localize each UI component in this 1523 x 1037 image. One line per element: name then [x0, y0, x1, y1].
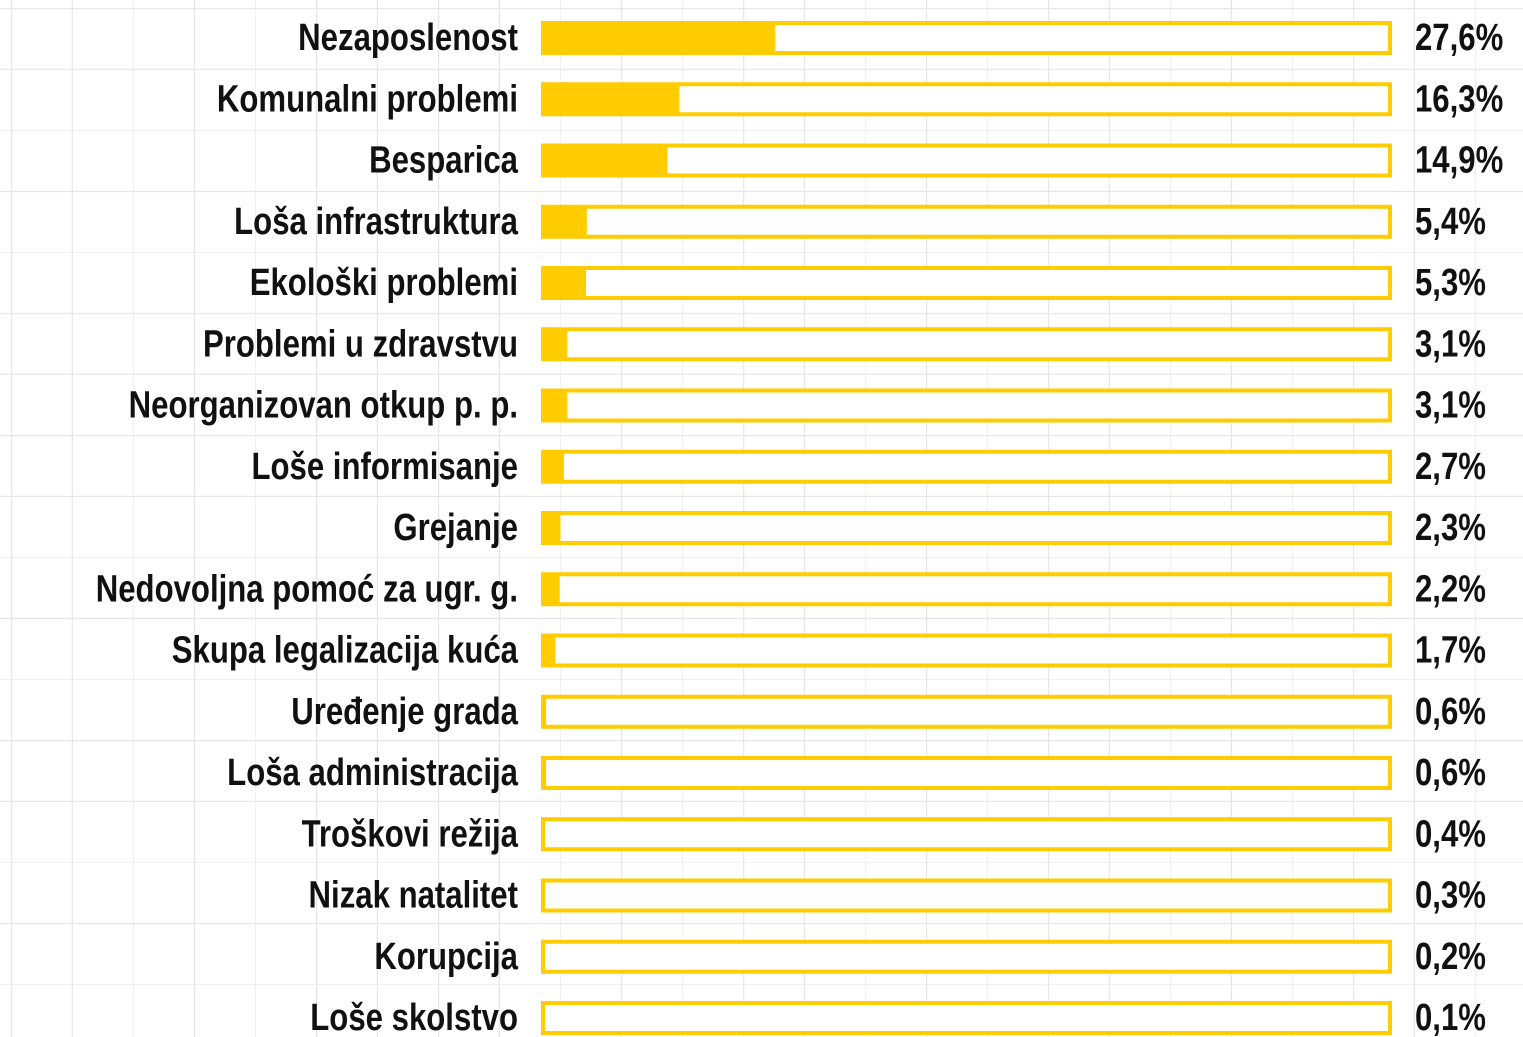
bar-track — [541, 388, 1392, 423]
value-label: 2,2% — [1415, 568, 1486, 610]
bar — [541, 145, 668, 176]
category-label: Loša infrastruktura — [234, 201, 518, 243]
bar — [541, 329, 568, 360]
bar-track — [541, 633, 1392, 668]
value-label: 0,4% — [1415, 813, 1486, 855]
bar — [541, 880, 544, 911]
category-label: Problemi u zdravstvu — [203, 323, 518, 365]
bar — [541, 513, 561, 543]
category-label: Uređenje grada — [291, 691, 518, 733]
category-label: Nizak natalitet — [309, 875, 519, 917]
bar — [541, 84, 680, 115]
category-label: Ekološki problemi — [250, 262, 518, 304]
bar — [541, 574, 560, 605]
bar-track — [541, 449, 1392, 484]
bar-track — [541, 756, 1392, 790]
value-label: 16,3% — [1415, 78, 1503, 120]
value-label: 2,3% — [1415, 507, 1486, 549]
category-label: Komunalni problemi — [217, 78, 518, 120]
bar-track — [541, 939, 1392, 974]
bar-track — [541, 817, 1392, 852]
value-label: 3,1% — [1415, 323, 1486, 365]
bar-track — [541, 204, 1392, 239]
bar-track — [541, 1001, 1392, 1035]
category-label: Neorganizovan otkup p. p. — [129, 385, 518, 427]
category-label: Nezaposlenost — [298, 17, 518, 59]
bar — [541, 206, 587, 237]
value-label: 0,2% — [1415, 936, 1486, 978]
category-label: Grejanje — [393, 507, 518, 549]
category-label: Korupcija — [374, 936, 518, 978]
value-label: 5,3% — [1415, 262, 1486, 304]
value-label: 1,7% — [1415, 630, 1486, 672]
bar — [541, 758, 547, 788]
category-label: Troškovi režija — [302, 813, 519, 855]
bar — [541, 635, 556, 666]
category-label: Skupa legalizacija kuća — [172, 630, 519, 672]
value-label: 0,1% — [1415, 997, 1486, 1037]
value-label: 3,1% — [1415, 385, 1486, 427]
bar-track — [541, 878, 1392, 913]
value-label: 14,9% — [1415, 140, 1503, 182]
category-label: Loše skolstvo — [310, 997, 518, 1037]
bar — [541, 268, 586, 298]
bar — [541, 941, 543, 972]
bar — [541, 451, 564, 482]
bar — [541, 1003, 542, 1033]
value-label: 0,6% — [1415, 691, 1486, 733]
value-label: 27,6% — [1415, 17, 1503, 59]
bar — [541, 390, 568, 421]
bar-track — [541, 143, 1392, 178]
bar — [541, 696, 547, 727]
category-label: Besparica — [369, 140, 519, 182]
bar — [541, 819, 545, 850]
category-label: Nedovoljna pomoć za ugr. g. — [96, 568, 518, 610]
bar-track — [541, 511, 1392, 545]
bar-track — [541, 82, 1392, 117]
bar — [541, 23, 776, 53]
value-label: 0,6% — [1415, 752, 1486, 794]
bar-track — [541, 327, 1392, 362]
bar-track — [541, 266, 1392, 300]
value-label: 5,4% — [1415, 201, 1486, 243]
bar-track — [541, 572, 1392, 607]
bar-track — [541, 694, 1392, 729]
category-label: Loše informisanje — [251, 446, 518, 488]
value-label: 2,7% — [1415, 446, 1486, 488]
value-label: 0,3% — [1415, 875, 1486, 917]
category-label: Loša administracija — [227, 752, 518, 794]
